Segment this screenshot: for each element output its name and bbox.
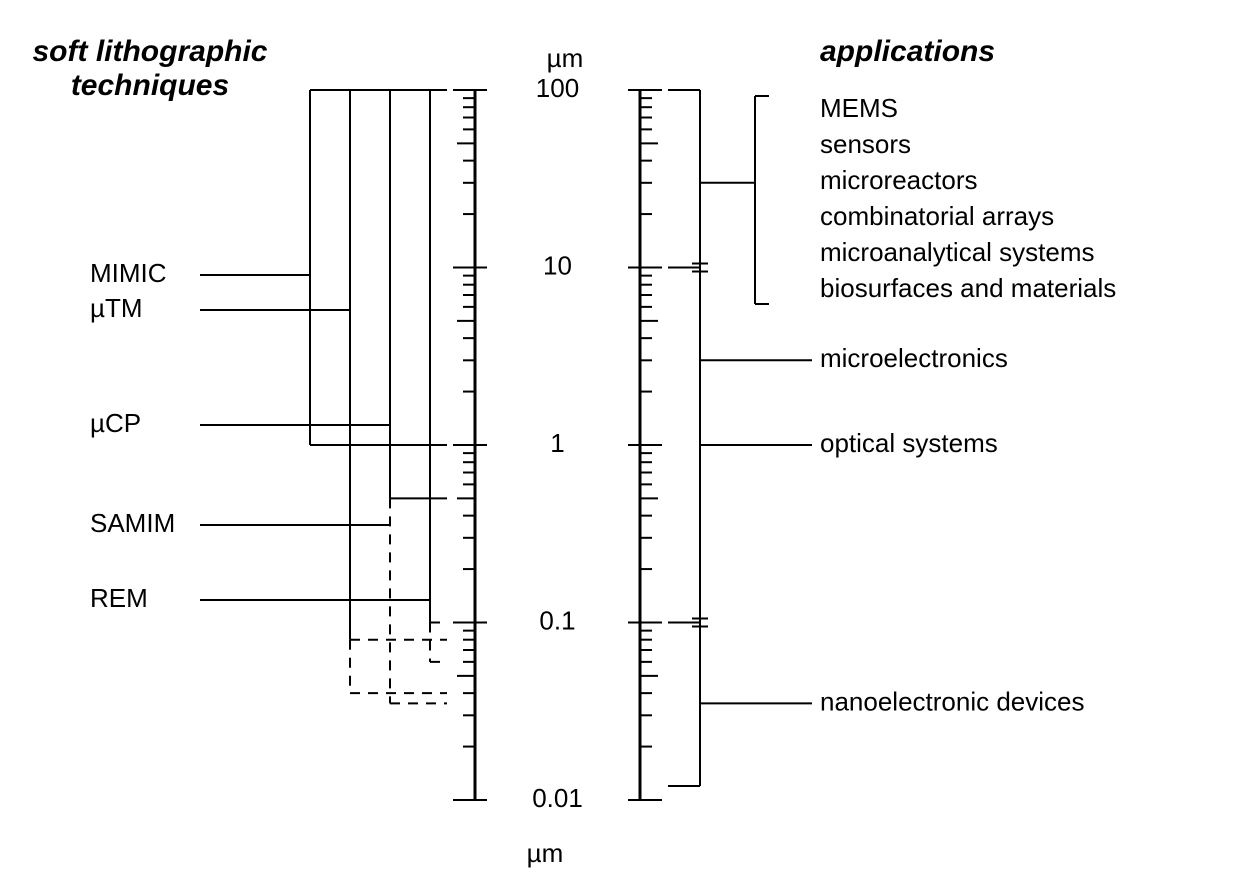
tick-label: 1	[550, 428, 564, 458]
application-label: sensors	[820, 129, 911, 159]
application-label: optical systems	[820, 428, 998, 458]
header-right: applications	[820, 35, 995, 68]
tick-label: 10	[543, 250, 572, 280]
application-label: microelectronics	[820, 343, 1008, 373]
application-label: microreactors	[820, 165, 977, 195]
header-left: soft lithographic	[33, 35, 268, 68]
technique-label: REM	[90, 583, 148, 613]
technique-label: µCP	[90, 408, 141, 438]
header-left: techniques	[71, 69, 229, 102]
application-label: combinatorial arrays	[820, 201, 1054, 231]
technique-label: SAMIM	[90, 508, 175, 538]
unit-top: µm	[547, 43, 584, 73]
technique-label: µTM	[90, 293, 143, 323]
technique-label: MIMIC	[90, 258, 167, 288]
tick-label: 0.01	[532, 783, 583, 813]
application-label: microanalytical systems	[820, 237, 1095, 267]
application-label: nanoelectronic devices	[820, 686, 1085, 716]
tick-label: 0.1	[539, 605, 575, 635]
application-label: biosurfaces and materials	[820, 273, 1116, 303]
scale-diagram: soft lithographictechniques applications 1…	[0, 0, 1242, 879]
unit-bottom: µm	[527, 838, 564, 868]
tick-label: 100	[536, 73, 579, 103]
application-label: MEMS	[820, 93, 898, 123]
